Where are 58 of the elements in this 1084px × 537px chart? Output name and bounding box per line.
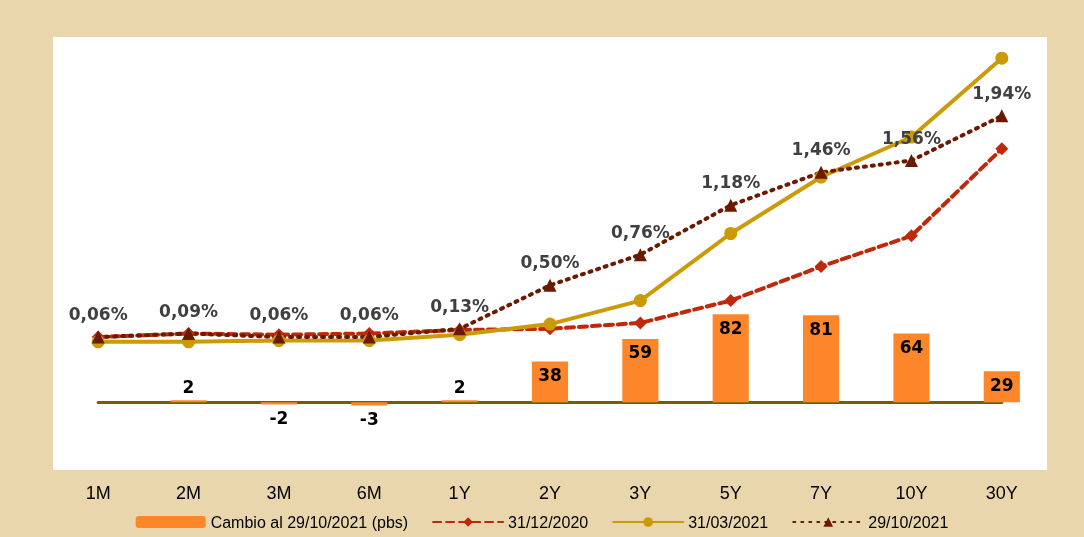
bar (170, 400, 207, 403)
data-label: 81 (809, 318, 833, 339)
point (995, 142, 1009, 156)
point (633, 294, 647, 308)
data-label: 1,46% (791, 139, 851, 160)
data-label: -3 (359, 409, 379, 430)
data-label: 1,18% (701, 172, 761, 193)
data-label: 0,06% (339, 304, 399, 325)
x-tick-label: 3Y (629, 483, 652, 503)
data-label: 0,50% (520, 252, 580, 273)
data-label: 0,06% (68, 304, 128, 325)
data-label: 0,09% (159, 300, 219, 321)
x-tick-label: 6M (356, 483, 382, 503)
data-label: 2 (453, 376, 466, 397)
data-label: 0,06% (249, 304, 309, 325)
point (543, 278, 557, 292)
x-tick-label: 2M (176, 483, 202, 503)
point (724, 198, 738, 212)
data-label: 38 (538, 364, 562, 385)
bar (622, 338, 659, 403)
bar (260, 402, 297, 405)
x-tick-label: 3M (266, 483, 292, 503)
data-label: 59 (628, 342, 653, 363)
data-label: 1,94% (972, 82, 1032, 103)
data-label: -2 (269, 407, 289, 428)
point (995, 51, 1009, 65)
x-tick-label: 30Y (985, 483, 1018, 503)
bar (803, 315, 840, 403)
data-label: 82 (718, 317, 743, 338)
point (814, 165, 828, 179)
bar (893, 333, 930, 403)
point (995, 109, 1009, 123)
legend-label: 31/03/2021 (688, 513, 769, 531)
point (633, 248, 647, 262)
x-tick-label: 7Y (810, 483, 833, 503)
data-label: 64 (899, 337, 924, 358)
legend-label: 29/10/2021 (868, 513, 949, 531)
x-tick-label: 1Y (448, 483, 471, 503)
bar (441, 400, 478, 403)
bar (351, 402, 388, 406)
point (724, 227, 738, 240)
x-tick-label: 5Y (719, 483, 742, 503)
bar (712, 314, 749, 403)
point (904, 154, 918, 168)
point (814, 259, 828, 273)
data-label: 0,76% (610, 221, 670, 242)
data-label: 2 (182, 376, 195, 397)
legend-label: Cambio al 29/10/2021 (pbs) (210, 513, 409, 531)
x-tick-label: 2Y (538, 483, 562, 503)
point (724, 294, 738, 308)
point (543, 317, 557, 331)
x-tick-label: 10Y (895, 483, 928, 503)
data-label: 0,13% (430, 295, 490, 316)
point (633, 316, 647, 330)
data-label: 29 (989, 374, 1014, 395)
point (904, 229, 918, 243)
legend-label: 31/12/2020 (508, 513, 589, 531)
x-tick-label: 1M (85, 483, 111, 503)
